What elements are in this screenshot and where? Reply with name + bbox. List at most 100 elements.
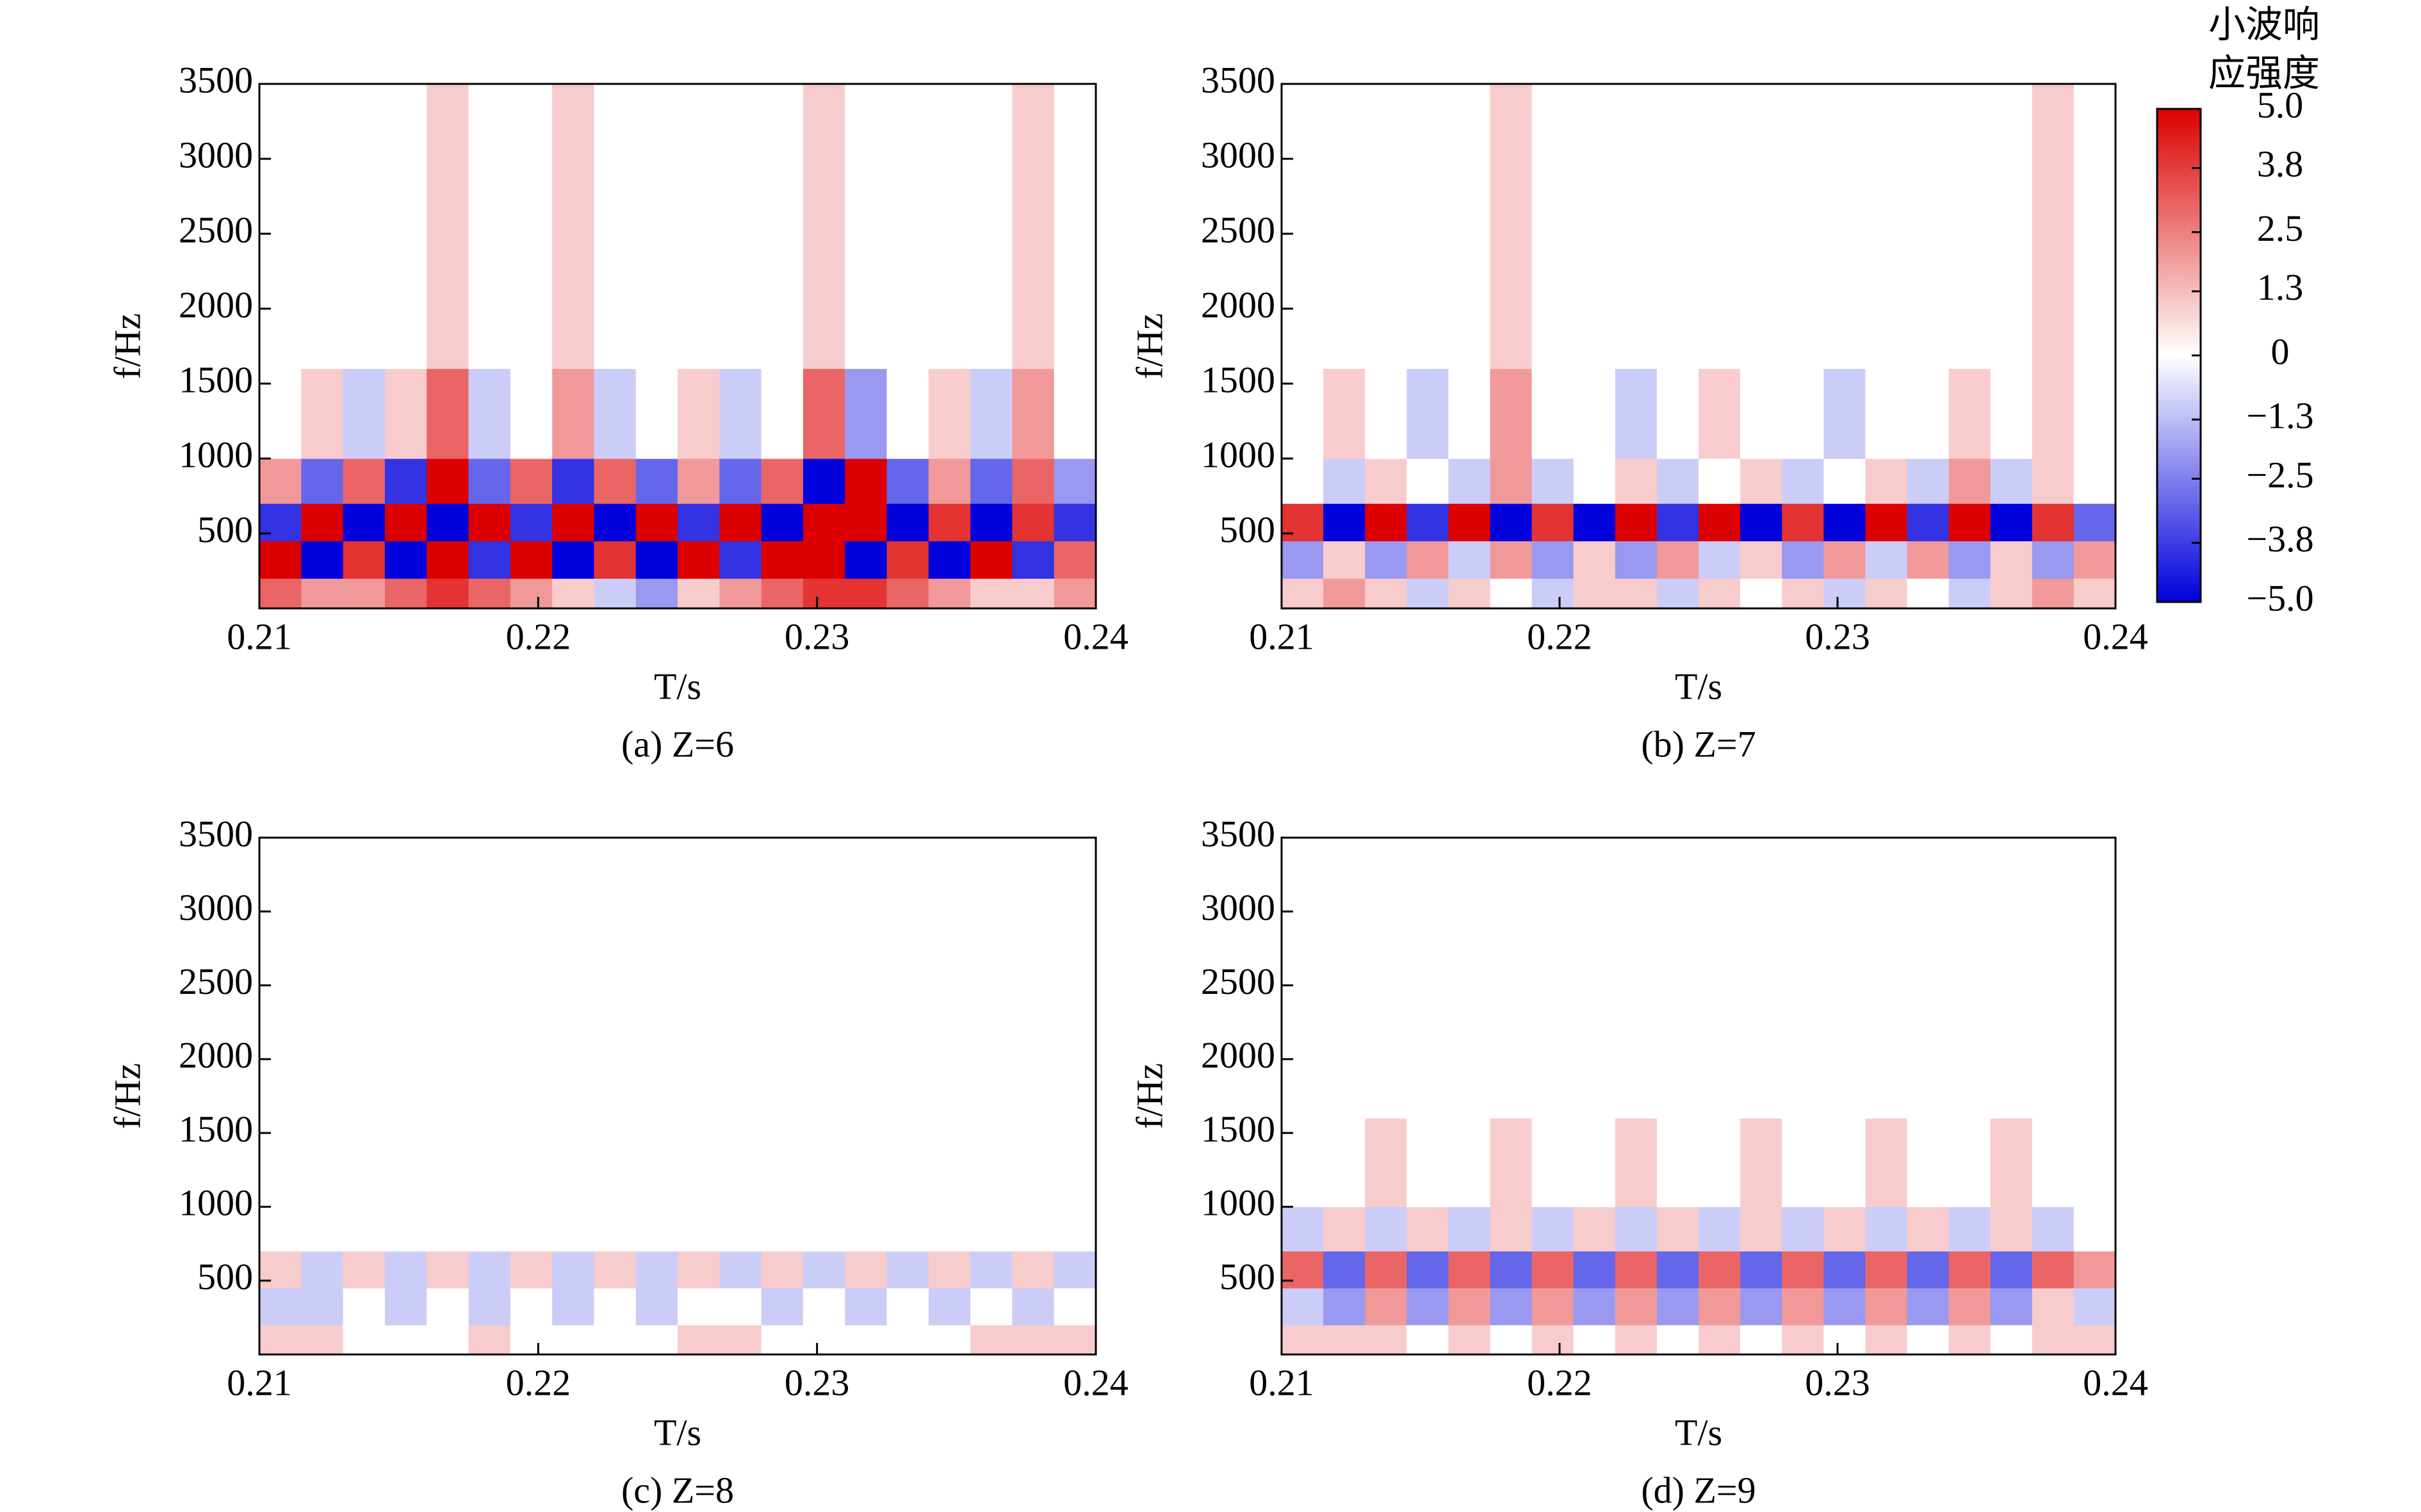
heatmap-cell bbox=[1365, 368, 1407, 459]
heatmap-cell bbox=[594, 1207, 637, 1252]
heatmap-cell bbox=[1740, 503, 1782, 542]
heatmap-cell bbox=[761, 1324, 804, 1355]
heatmap-cell bbox=[1406, 503, 1449, 542]
heatmap-cell bbox=[678, 503, 720, 542]
heatmap-cell bbox=[594, 1324, 637, 1355]
x-tick-label: 0.21 bbox=[227, 1362, 292, 1403]
heatmap-cell bbox=[1448, 503, 1490, 542]
heatmap-cell bbox=[1699, 1288, 1741, 1326]
heatmap-cell bbox=[635, 578, 678, 609]
heatmap-cell bbox=[343, 838, 386, 1119]
colorbar-tick-label: −2.5 bbox=[2246, 454, 2313, 496]
heatmap-cell bbox=[678, 838, 720, 1119]
heatmap-cell bbox=[427, 459, 469, 504]
heatmap-cell bbox=[845, 1288, 887, 1326]
heatmap-cell bbox=[845, 368, 887, 459]
heatmap-cell bbox=[1406, 368, 1449, 459]
heatmap-cell bbox=[384, 1324, 427, 1355]
x-axis-label: T/s bbox=[1675, 1411, 1722, 1453]
y-tick-label: 1000 bbox=[179, 434, 253, 475]
heatmap-cell bbox=[1323, 368, 1365, 459]
heatmap-cell bbox=[1323, 84, 1365, 370]
heatmap-cell bbox=[1573, 1118, 1616, 1207]
plot-frame bbox=[1280, 83, 2117, 610]
heatmap-cell bbox=[1990, 1324, 2033, 1355]
heatmap-cell bbox=[845, 1207, 887, 1252]
heatmap-cell bbox=[510, 84, 553, 370]
heatmap-cell bbox=[1656, 503, 1699, 542]
heatmap-cell bbox=[343, 368, 386, 459]
heatmap-cell bbox=[1406, 541, 1449, 579]
heatmap-cell bbox=[384, 1288, 427, 1326]
heatmap-cell bbox=[1323, 541, 1365, 579]
heatmap-cell bbox=[970, 503, 1013, 542]
heatmap-cell bbox=[1823, 578, 1866, 609]
heatmap-cell bbox=[552, 838, 594, 1119]
heatmap-cell bbox=[1656, 84, 1699, 370]
heatmap-cell bbox=[1907, 1251, 1950, 1288]
heatmap-cell bbox=[1573, 84, 1616, 370]
heatmap-cell bbox=[845, 503, 887, 542]
y-axis-label: f/Hz bbox=[106, 313, 148, 379]
y-tick-label: 3500 bbox=[1201, 813, 1275, 854]
heatmap-cell bbox=[1782, 84, 1824, 370]
heatmap-cell bbox=[2032, 503, 2075, 542]
heatmap-cell bbox=[928, 1324, 971, 1355]
heatmap-cell bbox=[1990, 578, 2033, 609]
heatmap-cell bbox=[2032, 838, 2075, 1119]
heatmap-cell bbox=[845, 84, 887, 370]
heatmap-cell bbox=[259, 838, 302, 1119]
y-tick-label: 1000 bbox=[1201, 1182, 1275, 1224]
heatmap-cell bbox=[1782, 1207, 1824, 1252]
heatmap-cell bbox=[2032, 578, 2075, 609]
heatmap-cell bbox=[510, 1118, 553, 1207]
heatmap-cell bbox=[427, 578, 469, 609]
heatmap-cell bbox=[2073, 1288, 2116, 1326]
panel-caption: (a) Z=6 bbox=[621, 723, 734, 765]
heatmap-cell bbox=[1012, 1324, 1055, 1355]
heatmap-cell bbox=[761, 1207, 804, 1252]
heatmap-cell bbox=[1656, 838, 1699, 1119]
heatmap-cell bbox=[259, 1207, 302, 1252]
heatmap-cell bbox=[384, 459, 427, 504]
heatmap-cell bbox=[1573, 459, 1616, 504]
heatmap-cell bbox=[1282, 368, 1324, 459]
heatmap-cell bbox=[1054, 459, 1096, 504]
heatmap-cell bbox=[886, 84, 929, 370]
y-tick-label: 3500 bbox=[1201, 59, 1275, 101]
heatmap-cell bbox=[510, 541, 553, 579]
heatmap-cell bbox=[845, 459, 887, 504]
x-tick-label: 0.22 bbox=[506, 615, 571, 657]
heatmap-cell bbox=[510, 368, 553, 459]
heatmap-cell bbox=[803, 838, 845, 1119]
heatmap-cell bbox=[928, 1118, 971, 1207]
heatmap-cell bbox=[468, 1118, 511, 1207]
heatmap-cell bbox=[1490, 838, 1533, 1119]
y-tick-label: 500 bbox=[1219, 1256, 1275, 1297]
heatmap-cell bbox=[301, 1288, 344, 1326]
heatmap-cell bbox=[301, 1207, 344, 1252]
heatmap-cell bbox=[1907, 503, 1950, 542]
heatmap-cell bbox=[886, 368, 929, 459]
heatmap-cell bbox=[594, 1251, 637, 1288]
heatmap-cell bbox=[635, 838, 678, 1119]
heatmap-cell bbox=[970, 1288, 1013, 1326]
y-axis-label: f/Hz bbox=[106, 1063, 148, 1129]
heatmap-cell bbox=[1448, 368, 1490, 459]
heatmap-cell bbox=[1490, 578, 1533, 609]
colorbar-tick-label: −5.0 bbox=[2246, 577, 2313, 619]
heatmap-cell bbox=[384, 541, 427, 579]
heatmap-cell bbox=[1531, 541, 1574, 579]
y-tick-label: 1500 bbox=[179, 359, 253, 400]
heatmap-cell bbox=[635, 1288, 678, 1326]
heatmap-cell bbox=[384, 838, 427, 1119]
heatmap-cell bbox=[803, 459, 845, 504]
heatmap-cell bbox=[970, 1251, 1013, 1288]
heatmap-cell bbox=[970, 84, 1013, 370]
heatmap-cell bbox=[1990, 368, 2033, 459]
heatmap-cell bbox=[719, 84, 762, 370]
heatmap-cell bbox=[803, 541, 845, 579]
heatmap bbox=[259, 838, 1096, 1355]
heatmap-cell bbox=[427, 84, 469, 370]
heatmap-cell bbox=[1615, 578, 1658, 609]
